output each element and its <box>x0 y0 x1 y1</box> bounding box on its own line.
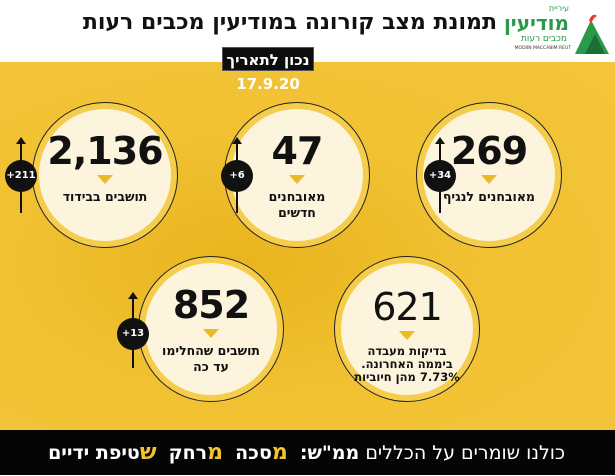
logo-line1: עיריית <box>548 4 569 13</box>
rules-footer: כולנו שומרים על הכללים ממ"ש: מסכה מרחק ש… <box>0 430 615 475</box>
logo-line2: מודיעין <box>503 11 569 35</box>
stat-label: בדיקות מעבדה ביממה האחרונה. 7.73% מהן חי… <box>354 344 460 384</box>
triangle-down-icon <box>97 175 113 184</box>
city-logo: עיריית מודיעין מכבים רעות MODIIN MACCABI… <box>501 4 611 56</box>
stat-value: 269 <box>450 129 528 173</box>
change-badge: +211 <box>5 160 37 192</box>
stat-value: 621 <box>372 285 443 329</box>
stat-recovered: 852 תושבים שהחלימו עד כה <box>138 256 284 402</box>
footer-acronym: ממ"ש: <box>299 442 360 464</box>
stat-value: 852 <box>172 283 250 327</box>
logo-line3: מכבים רעות <box>520 34 567 44</box>
triangle-down-icon <box>481 175 497 184</box>
page-title: תמונת מצב קורונה במודיעין מכבים רעות <box>82 10 497 35</box>
triangle-down-icon <box>289 175 305 184</box>
stat-value: 2,136 <box>47 129 163 173</box>
change-badge: +6 <box>221 160 253 192</box>
footer-letter: ש <box>139 440 157 465</box>
stat-isolation: 2,136 תושבים בבידוד <box>32 102 178 248</box>
stat-confirmed: 269 מאובחנים לנגיף <box>416 102 562 248</box>
stat-value: 47 <box>271 129 324 173</box>
footer-word-distance: רחק <box>168 442 208 464</box>
footer-word-hygiene: טיפת ידיים <box>48 442 140 464</box>
triangle-down-icon <box>399 331 415 340</box>
change-badge: +13 <box>117 318 149 350</box>
footer-letter: מ <box>271 440 288 465</box>
stat-tests: 621 בדיקות מעבדה ביממה האחרונה. 7.73% מה… <box>334 256 480 402</box>
logo-line4: MODIIN MACCABIM REUT <box>514 46 571 51</box>
footer-letter: מ <box>207 440 224 465</box>
stat-label: מאובחנים חדשים <box>268 189 326 220</box>
stat-label: מאובחנים לנגיף <box>443 189 535 204</box>
date-badge: נכון לתאריך 17.9.20 <box>222 47 314 93</box>
triangle-down-icon <box>203 329 219 338</box>
stat-label: תושבים שהחלימו עד כה <box>162 343 260 374</box>
footer-intro: כולנו שומרים על הכללים <box>365 442 565 464</box>
stat-new-cases: 47 מאובחנים חדשים <box>224 102 370 248</box>
stat-label: תושבים בבידוד <box>62 189 148 204</box>
footer-word-mask: סכה <box>235 442 272 464</box>
change-badge: +34 <box>424 160 456 192</box>
logo-mountain-icon <box>575 14 609 54</box>
